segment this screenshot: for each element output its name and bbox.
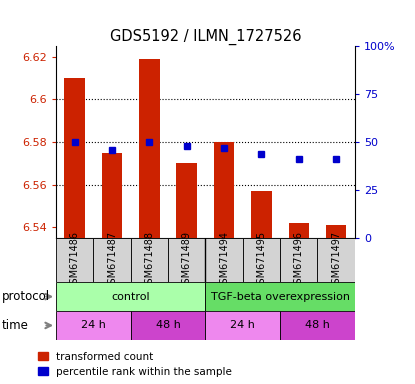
Text: 48 h: 48 h — [305, 320, 330, 331]
Bar — [176, 164, 197, 238]
FancyBboxPatch shape — [243, 238, 280, 282]
FancyBboxPatch shape — [280, 238, 317, 282]
Bar — [64, 78, 85, 238]
FancyBboxPatch shape — [56, 311, 131, 340]
Text: GSM671494: GSM671494 — [219, 231, 229, 290]
Text: 24 h: 24 h — [230, 320, 255, 331]
Bar — [326, 225, 347, 238]
FancyBboxPatch shape — [56, 238, 93, 282]
Text: GSM671497: GSM671497 — [331, 231, 341, 290]
Text: GSM671489: GSM671489 — [182, 231, 192, 290]
Text: GSM671486: GSM671486 — [70, 231, 80, 290]
FancyBboxPatch shape — [93, 238, 131, 282]
Bar — [214, 142, 234, 238]
FancyBboxPatch shape — [168, 238, 205, 282]
Legend: transformed count, percentile rank within the sample: transformed count, percentile rank withi… — [39, 352, 232, 377]
Text: protocol: protocol — [2, 290, 50, 303]
Bar — [288, 223, 309, 238]
FancyBboxPatch shape — [131, 238, 168, 282]
Title: GDS5192 / ILMN_1727526: GDS5192 / ILMN_1727526 — [110, 28, 301, 45]
Bar — [251, 191, 272, 238]
Text: GSM671488: GSM671488 — [144, 231, 154, 290]
Text: GSM671496: GSM671496 — [294, 231, 304, 290]
Text: GSM671495: GSM671495 — [256, 231, 266, 290]
FancyBboxPatch shape — [56, 282, 205, 311]
Text: 48 h: 48 h — [156, 320, 181, 331]
Bar — [139, 59, 160, 238]
Text: 24 h: 24 h — [81, 320, 106, 331]
FancyBboxPatch shape — [205, 311, 280, 340]
Text: TGF-beta overexpression: TGF-beta overexpression — [211, 291, 349, 302]
Text: GSM671487: GSM671487 — [107, 231, 117, 290]
FancyBboxPatch shape — [205, 282, 355, 311]
FancyBboxPatch shape — [205, 238, 243, 282]
Bar — [102, 153, 122, 238]
Text: time: time — [2, 319, 29, 332]
Text: control: control — [111, 291, 150, 302]
FancyBboxPatch shape — [131, 311, 205, 340]
FancyBboxPatch shape — [280, 311, 355, 340]
FancyBboxPatch shape — [317, 238, 355, 282]
